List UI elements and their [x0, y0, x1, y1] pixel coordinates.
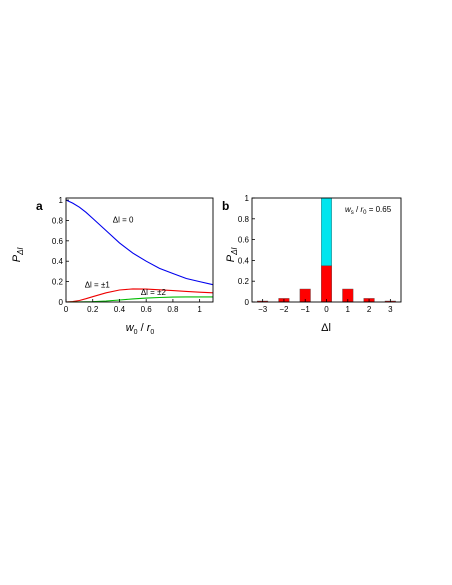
panel-a-ytick-label-1: 0.2 — [52, 278, 64, 287]
panel-b-ytick-label-0: 0 — [245, 298, 250, 307]
panel-b-xtick-label-2: −1 — [301, 305, 311, 314]
panel-b-annotation: ws / r0 = 0.65 — [345, 205, 392, 216]
panel-b-ylabel-sub: Δl — [230, 248, 239, 256]
panel-a-ytick-label-4: 0.8 — [52, 216, 64, 225]
panel-b-ann-r: r — [360, 205, 363, 214]
panel-a-xtick-label-3: 0.6 — [141, 305, 153, 314]
panel-b-xtick-label-4: 1 — [346, 305, 351, 314]
panel-a-series-line-1 — [65, 288, 214, 303]
panel-a: a 0 0.2 0.4 0.6 0.8 1 0 0.2 0.4 0.6 0.8 1 Δl = 0 Δl =… — [11, 196, 214, 336]
panel-b-ann-w: w — [345, 205, 352, 214]
panel-a-ytick-label-0: 0 — [59, 298, 64, 307]
panel-b-xtick-label-6: 3 — [388, 305, 393, 314]
panel-a-xlabel: w0 / r0 — [126, 322, 155, 336]
panel-b-bar-s1-3 — [321, 197, 333, 266]
panel-b-ytick-label-2: 0.4 — [238, 256, 250, 265]
panel-b-xtick-label-5: 2 — [367, 305, 372, 314]
panel-a-annotation-0: Δl = 0 — [113, 215, 134, 224]
panel-b-ann-value: = 0.65 — [366, 205, 391, 214]
panel-a-series-line-0 — [65, 199, 214, 286]
panel-b-xtick-label-3: 0 — [324, 305, 329, 314]
panel-b: b 00.20.40.60.81−3 −2 −1 0 1 2 3 PΔl Δl ws / r… — [222, 194, 402, 334]
panel-b-ytick-label-3: 0.6 — [238, 236, 250, 245]
panel-b-ann-w-sub: s — [351, 210, 354, 216]
panel-b-ytick-label-5: 1 — [245, 194, 250, 203]
panel-b-plot-area: 0 0.2 0.4 0.6 0.8 1 −3 −2 −1 0 1 2 3 — [238, 194, 402, 314]
panel-a-xtick-label-5: 1 — [197, 305, 202, 314]
panel-a-xtick-label-2: 0.4 — [114, 305, 126, 314]
panel-a-ylabel-main: P — [11, 254, 23, 262]
panel-a-xlabel-w: w — [126, 322, 135, 334]
panel-a-xlabel-r: r — [147, 322, 152, 334]
panel-b-bar-s0-3 — [321, 265, 333, 303]
panel-b-ylabel: PΔl — [225, 248, 239, 263]
panel-b-xtick-label-1: −2 — [279, 305, 289, 314]
panel-a-xlabel-w-sub: 0 — [134, 329, 138, 336]
panel-a-xtick-label-0: 0 — [64, 305, 69, 314]
panel-b-letter: b — [222, 199, 229, 213]
panel-a-ylabel-sub: Δl — [16, 248, 25, 256]
panel-a-ylabel: PΔl — [11, 248, 25, 263]
panel-a-annotation-2: Δl = ±2 — [141, 288, 167, 297]
panel-b-xlabel: Δl — [321, 322, 331, 334]
panel-b-ytick-label-4: 0.8 — [238, 215, 250, 224]
panel-b-ann-sep: / — [354, 205, 361, 214]
panel-a-annotation-1: Δl = ±1 — [85, 281, 111, 290]
panel-a-xlabel-r-sub: 0 — [150, 329, 154, 336]
panel-a-xtick-label-1: 0.2 — [87, 305, 99, 314]
panel-b-xtick-label-0: −3 — [258, 305, 268, 314]
panel-a-ytick-label-3: 0.6 — [52, 237, 64, 246]
panel-a-ytick-label-2: 0.4 — [52, 257, 64, 266]
panel-a-frame — [65, 197, 214, 303]
panel-a-letter: a — [36, 199, 43, 213]
panel-b-ylabel-main: P — [225, 254, 237, 262]
panel-a-plot-area: 0 0.2 0.4 0.6 0.8 1 0 0.2 0.4 0.6 0.8 1 Δl = 0 Δl = ±… — [52, 196, 214, 314]
panel-a-ytick-label-5: 1 — [59, 196, 64, 205]
panel-b-ytick-label-1: 0.2 — [238, 277, 250, 286]
panel-a-xlabel-sep: / — [138, 322, 147, 334]
panel-a-xtick-label-4: 0.8 — [167, 305, 179, 314]
panel-b-ann-r-sub: 0 — [363, 210, 367, 216]
